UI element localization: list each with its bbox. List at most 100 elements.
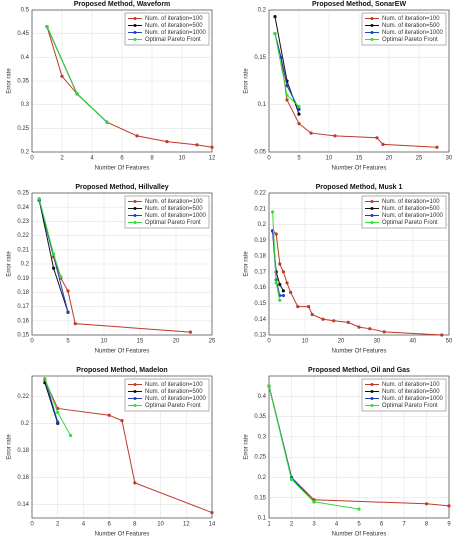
y-tick-label: 0.15 [254,55,266,61]
x-tick-label: 0 [30,339,34,345]
y-tick-label: 0.14 [17,502,29,508]
series-line [272,230,442,336]
x-tick-label: 1 [267,522,271,528]
legend-marker [370,24,374,27]
point [368,327,372,331]
legend-label: Optimal Pareto Front [382,220,438,226]
legend-label: Optimal Pareto Front [145,220,201,226]
x-axis-label: Number Of Features [332,349,387,355]
point [278,282,282,287]
y-tick-label: 0.5 [21,8,30,14]
chart-title: Proposed Method, Oil and Gas [308,367,410,374]
point [296,305,300,309]
y-tick-label: 0.3 [258,434,267,440]
x-tick-label: 10 [101,339,108,345]
plot-frame [268,9,450,153]
x-tick-label: 10 [302,339,309,345]
legend-label: Num. of iteration=500 [145,206,203,212]
legend-label: Num. of iteration=1000 [382,213,444,219]
legend-marker [370,38,374,41]
point [60,74,64,78]
x-tick-label: 4 [90,156,94,162]
point [375,136,379,140]
point [210,145,214,149]
y-tick-label: 0.2 [258,222,267,228]
x-tick-label: 20 [173,339,180,345]
point [56,420,60,424]
x-tick-label: 20 [386,156,393,162]
x-tick-label: 2 [56,522,60,528]
point [37,197,41,201]
point [66,310,70,314]
chart-title: Proposed Method, Hillvalley [75,184,168,191]
point [59,275,63,279]
y-tick-label: 0.15 [254,495,266,501]
plot-frame [268,192,450,336]
plot-frame [31,192,213,336]
plot-frame [31,9,213,153]
legend-marker [133,207,137,210]
point [297,122,301,126]
x-tick-label: 8 [425,522,429,528]
y-tick-label: 0.21 [254,206,266,212]
legend-marker [370,17,374,20]
point [133,481,137,485]
x-axis-label: Number Of Features [95,166,150,172]
y-tick-label: 0.19 [254,238,266,244]
y-tick-label: 0.3 [21,102,30,108]
legend-label: Num. of iteration=1000 [145,213,207,219]
point [120,419,124,423]
point [56,410,60,415]
y-tick-label: 0.35 [254,414,266,420]
y-tick-label: 0.2 [258,8,267,14]
legend-label: Num. of iteration=100 [382,382,440,388]
y-tick-label: 0.22 [17,233,29,239]
y-tick-label: 0.05 [254,150,266,156]
x-tick-label: 4 [335,522,339,528]
point [105,120,109,124]
point [273,32,277,36]
chart-title: Proposed Method, SonarEW [312,1,407,8]
y-axis-label: Error rate [7,68,13,94]
point [307,305,311,309]
y-tick-label: 0.24 [17,205,29,211]
point [107,413,111,417]
legend-label: Optimal Pareto Front [145,403,201,409]
legend-label: Num. of iteration=500 [382,206,440,212]
legend-marker [370,404,374,407]
y-axis-label: Error rate [244,434,250,460]
point [310,312,314,317]
point [435,145,439,149]
point [447,504,451,508]
point [285,93,289,97]
legend-label: Num. of iteration=1000 [145,30,207,36]
point [424,502,429,506]
x-tick-label: 3 [312,522,316,528]
chart-title: Proposed Method, Waveform [74,1,171,8]
point [281,289,285,293]
point [75,92,79,96]
point [285,84,289,88]
point [271,210,275,214]
legend-marker [370,397,374,400]
x-tick-label: 9 [447,522,451,528]
x-axis-label: Number Of Features [95,532,150,538]
y-tick-label: 0.16 [17,475,29,481]
y-tick-label: 0.25 [254,455,266,461]
point [188,330,192,334]
y-tick-label: 0.25 [17,191,29,197]
plot-frame [31,375,213,519]
point [309,131,313,135]
point [195,143,199,147]
x-tick-label: 30 [446,156,453,162]
point [346,320,350,324]
chart-title: Proposed Method, Musk 1 [316,184,403,191]
point [297,112,301,116]
point [73,322,77,326]
x-axis-label: Number Of Features [332,532,387,538]
legend-label: Num. of iteration=500 [145,23,203,29]
x-tick-label: 12 [183,522,190,528]
point [68,433,73,438]
point [43,377,47,381]
y-tick-label: 0.19 [17,276,29,282]
